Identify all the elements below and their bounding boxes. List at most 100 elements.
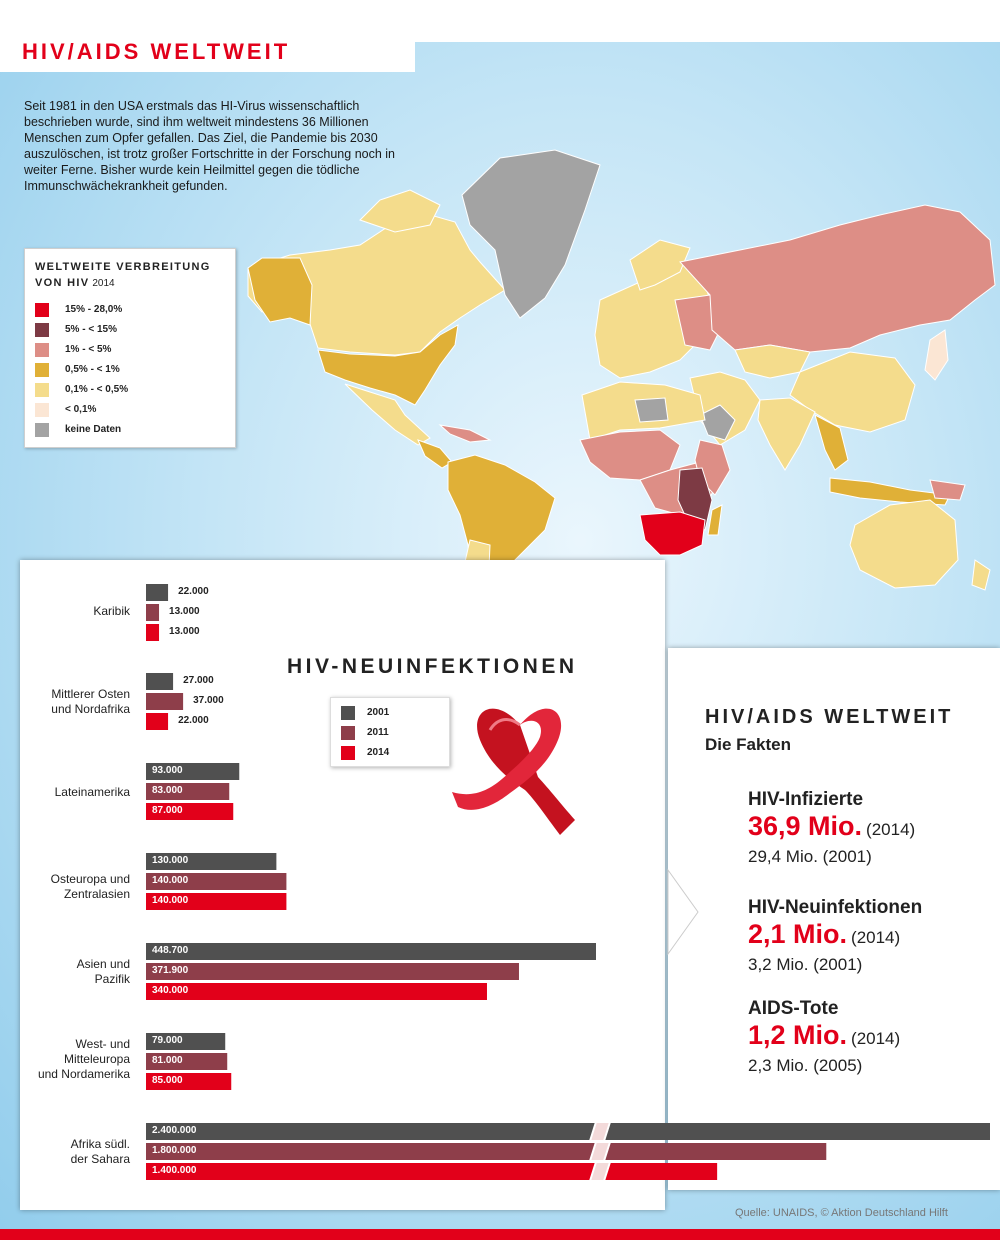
legend-label: 15% - 28,0% bbox=[65, 304, 123, 315]
fact-label: HIV-Infizierte bbox=[748, 789, 864, 810]
legend-swatch bbox=[35, 343, 49, 357]
bar-value-label: 2.400.000 bbox=[152, 1125, 197, 1136]
bar bbox=[146, 963, 519, 980]
region-label-line: West- und bbox=[75, 1037, 130, 1051]
map-mexico bbox=[344, 383, 431, 446]
map-new-zealand bbox=[971, 559, 991, 591]
map-sahara-nodata bbox=[634, 397, 669, 423]
bar bbox=[146, 604, 160, 621]
region-label-line: Pazifik bbox=[94, 972, 130, 986]
bar-value-label: 448.700 bbox=[152, 945, 189, 956]
bar-value-label: 140.000 bbox=[152, 875, 189, 886]
bar-value-label: 13.000 bbox=[169, 626, 200, 637]
bar-value-label: 81.000 bbox=[152, 1055, 183, 1066]
bar bbox=[146, 1073, 232, 1090]
facts-panel bbox=[668, 648, 1000, 1190]
legend-label: 1% - < 5% bbox=[65, 344, 112, 355]
fact-year: (2014) bbox=[866, 820, 916, 839]
bar bbox=[146, 893, 287, 910]
legend-label: keine Daten bbox=[65, 424, 122, 435]
bar-value-label: 37.000 bbox=[193, 695, 224, 706]
region-label-line: und Nordafrika bbox=[51, 702, 130, 716]
region-label-line: der Sahara bbox=[70, 1152, 130, 1166]
series-legend-label: 2014 bbox=[367, 747, 390, 758]
region-label: Karibik bbox=[93, 604, 130, 619]
facts-subtitle: Die Fakten bbox=[705, 735, 791, 754]
fact-value: 1,2 Mio. bbox=[748, 1020, 848, 1050]
legend-label: 0,5% - < 1% bbox=[65, 364, 120, 375]
panel-pointer-arrow bbox=[667, 868, 699, 956]
fact-value-row: 36,9 Mio. (2014) bbox=[748, 811, 915, 846]
chart-panel bbox=[20, 560, 665, 1210]
map-legend-title-2: VON HIV 2014 bbox=[35, 277, 115, 289]
map-legend-title-text: VON HIV bbox=[35, 277, 90, 289]
chart-title: HIV-NEUINFEKTIONEN bbox=[287, 655, 578, 678]
bar-value-label: 87.000 bbox=[152, 805, 183, 816]
bottom-accent-bar bbox=[0, 1229, 1000, 1240]
bar-value-label: 371.900 bbox=[152, 965, 189, 976]
fact-previous: 3,2 Mio. (2001) bbox=[748, 955, 863, 974]
region-label-line: Lateinamerika bbox=[54, 785, 130, 799]
bar bbox=[146, 1163, 718, 1180]
region-label-line: Osteuropa und bbox=[50, 872, 130, 886]
map-scandinavia bbox=[629, 239, 691, 291]
map-caribbean bbox=[438, 424, 492, 443]
bar-value-label: 93.000 bbox=[152, 765, 183, 776]
region-label-line: Mitteleuropa bbox=[63, 1052, 130, 1066]
map-usa bbox=[317, 324, 459, 406]
series-legend-label: 2011 bbox=[367, 727, 389, 738]
bar bbox=[146, 624, 160, 641]
bar-value-label: 1.400.000 bbox=[152, 1165, 197, 1176]
bar bbox=[146, 1123, 990, 1140]
bar-value-label: 85.000 bbox=[152, 1075, 183, 1086]
map-arctic-islands bbox=[359, 189, 441, 233]
bar-value-label: 27.000 bbox=[183, 675, 214, 686]
fact-previous: 2,3 Mio. (2005) bbox=[748, 1056, 863, 1075]
legend-label: 0,1% - < 0,5% bbox=[65, 384, 129, 395]
legend-swatch bbox=[35, 363, 49, 377]
fact-year: (2014) bbox=[851, 928, 901, 947]
bar bbox=[146, 873, 287, 890]
map-japan bbox=[924, 329, 949, 381]
legend-swatch bbox=[35, 303, 49, 317]
bar-value-label: 83.000 bbox=[152, 785, 183, 796]
bar bbox=[146, 1143, 827, 1160]
bar bbox=[146, 693, 184, 710]
intro-text: Seit 1981 in den USA erstmals das HI-Vir… bbox=[24, 99, 395, 193]
bar bbox=[146, 1053, 228, 1070]
fact-hiv-infected: HIV-Infizierte 36,9 Mio. (2014) 29,4 Mio.… bbox=[748, 788, 915, 868]
fact-value-row: 2,1 Mio. (2014) bbox=[748, 919, 922, 954]
bar-value-label: 22.000 bbox=[178, 715, 209, 726]
region-label: Mittlerer Osten und Nordafrika bbox=[51, 687, 130, 717]
region-label-line: Afrika südl. bbox=[70, 1137, 130, 1151]
map-australia bbox=[849, 499, 959, 589]
map-china bbox=[789, 351, 916, 433]
series-swatch bbox=[341, 726, 355, 740]
bar-value-label: 130.000 bbox=[152, 855, 189, 866]
bar-value-label: 340.000 bbox=[152, 985, 189, 996]
fact-year: (2014) bbox=[851, 1029, 901, 1048]
map-southeast-asia bbox=[814, 414, 849, 471]
header-title-box: HIV/AIDS WELTWEIT bbox=[0, 30, 415, 72]
map-central-america bbox=[417, 439, 453, 469]
region-label-line: und Nordamerika bbox=[37, 1067, 130, 1081]
map-arabia-nodata bbox=[699, 404, 736, 441]
map-legend-title: WELTWEITE VERBREITUNG bbox=[35, 261, 211, 273]
region-label-line: Mittlerer Osten bbox=[51, 687, 130, 701]
region-label-line: Asien und bbox=[76, 957, 130, 971]
bar bbox=[146, 943, 596, 960]
fact-value-row: 1,2 Mio. (2014) bbox=[748, 1020, 900, 1055]
fact-new-infections: HIV-Neuinfektionen 2,1 Mio. (2014) 3,2 Mi… bbox=[748, 896, 922, 976]
map-southern-africa bbox=[639, 511, 706, 556]
map-alaska bbox=[247, 257, 313, 326]
map-indonesia bbox=[829, 477, 951, 506]
series-legend: 2001 2011 2014 bbox=[330, 697, 450, 767]
fact-value: 2,1 Mio. bbox=[748, 919, 848, 949]
series-legend-label: 2001 bbox=[367, 707, 390, 718]
bar-value-label: 140.000 bbox=[152, 895, 189, 906]
page-title: HIV/AIDS WELTWEIT bbox=[22, 39, 291, 64]
series-swatch bbox=[341, 706, 355, 720]
region-label: Asien und Pazifik bbox=[77, 957, 130, 987]
legend-swatch bbox=[35, 403, 49, 417]
